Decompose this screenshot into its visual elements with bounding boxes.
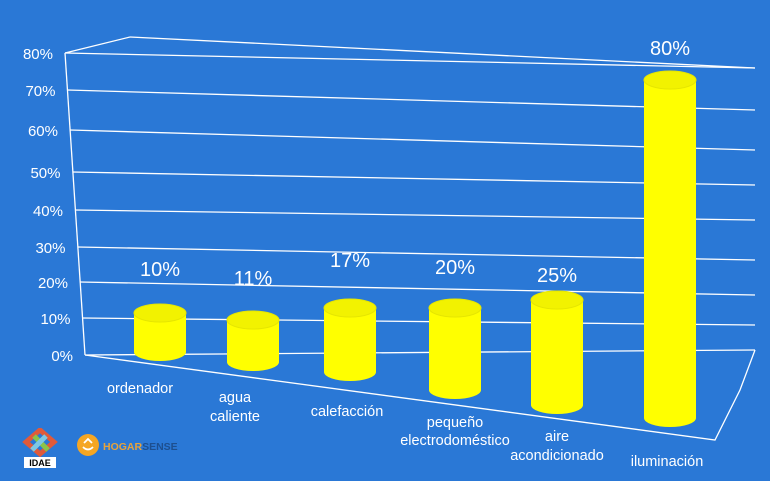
gridline — [77, 246, 756, 261]
gridline — [72, 171, 756, 186]
svg-text:IDAE: IDAE — [29, 458, 51, 468]
category-label: caliente — [210, 409, 260, 425]
hogarsense-logo: HOGARSENSE — [77, 434, 178, 456]
bar-top — [323, 298, 377, 318]
data-label: 20% — [435, 257, 475, 279]
category-label: iluminación — [631, 454, 704, 470]
bar — [531, 300, 583, 414]
gridline — [64, 52, 756, 69]
data-label: 80% — [650, 38, 690, 60]
y-tick-label: 60% — [28, 123, 58, 140]
wall-top-back — [129, 36, 756, 69]
category-label: pequeño — [427, 415, 483, 431]
category-label: acondicionado — [510, 448, 604, 464]
y-tick-label: 30% — [35, 240, 65, 257]
bar-top — [428, 298, 482, 318]
y-tick-label: 70% — [25, 83, 55, 100]
category-label: aire — [545, 429, 569, 445]
y-tick-label: 80% — [23, 46, 53, 63]
y-axis — [64, 52, 86, 356]
y-tick-label: 20% — [38, 275, 68, 292]
category-label: ordenador — [107, 381, 173, 397]
gridline — [69, 129, 756, 151]
data-label: 10% — [140, 259, 180, 281]
gridline — [79, 281, 756, 296]
y-tick-label: 40% — [33, 203, 63, 220]
data-label: 17% — [330, 250, 370, 272]
category-label: electrodoméstico — [400, 433, 510, 449]
bar — [324, 308, 376, 381]
y-tick-label: 0% — [51, 348, 73, 365]
y-tick-label: 10% — [40, 311, 70, 328]
bar-top — [133, 303, 187, 323]
bar — [227, 320, 279, 371]
bar-top — [643, 70, 697, 90]
bar — [429, 308, 481, 399]
gridline — [82, 317, 756, 326]
bar-top — [226, 310, 280, 330]
gridline — [74, 209, 756, 221]
category-label: agua — [219, 390, 252, 406]
gridline — [67, 89, 756, 111]
bar-top — [530, 290, 584, 310]
data-label: 25% — [537, 265, 577, 287]
category-label: calefacción — [311, 404, 384, 420]
bar — [644, 80, 696, 427]
floor-edge — [84, 349, 756, 441]
y-tick-label: 50% — [30, 165, 60, 182]
gridline — [84, 349, 756, 356]
wall-top — [64, 36, 131, 54]
data-label: 11% — [234, 268, 273, 290]
bar — [134, 313, 186, 361]
svg-text:HOGARSENSE: HOGARSENSE — [103, 441, 178, 453]
idae-logo: IDAE — [22, 428, 58, 468]
